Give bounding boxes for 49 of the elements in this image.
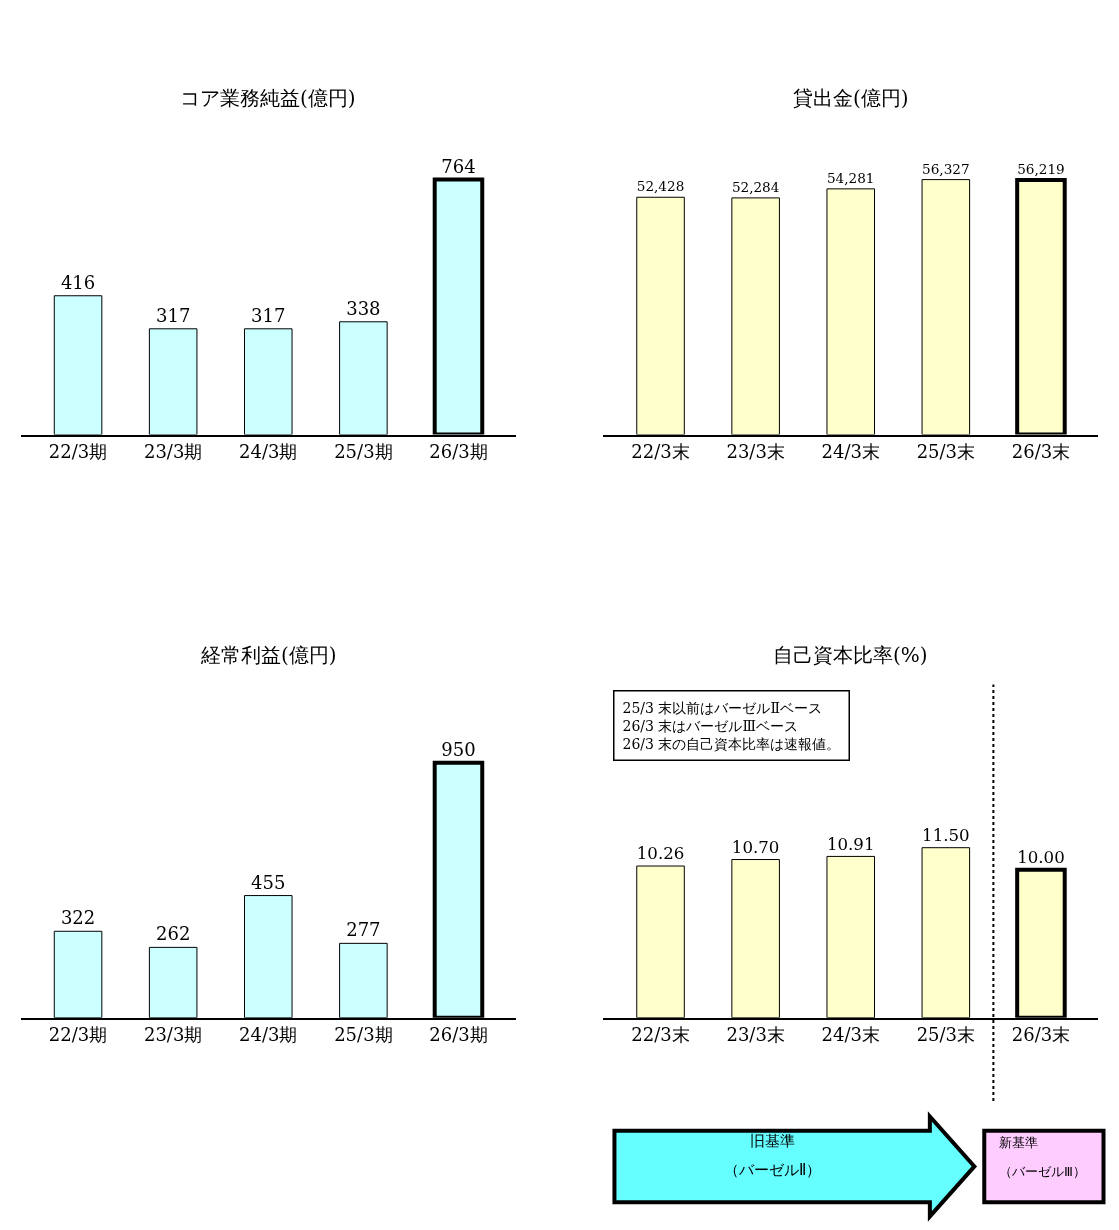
data-label: 52,284: [731, 178, 780, 195]
x-tick-label: 23/3末: [726, 440, 785, 462]
data-label: 322: [60, 907, 96, 929]
x-tick-label: 25/3期: [334, 440, 393, 462]
x-tick-label: 23/3期: [143, 1024, 203, 1046]
data-label: 262: [155, 923, 191, 945]
data-label: 338: [346, 297, 381, 319]
chart-title: 自己資本比率(%): [773, 643, 928, 667]
data-label: 10.91: [826, 834, 875, 854]
data-label: 56,219: [1017, 161, 1065, 178]
x-tick-label: 26/3末: [1011, 1024, 1071, 1046]
x-tick-label: 26/3期: [429, 1024, 488, 1046]
chart-title: コア業務純益(億円): [180, 86, 356, 110]
text: （バーゼルⅡ）: [724, 1161, 822, 1179]
x-tick-label: 24/3期: [239, 440, 298, 462]
text: 25/3 末以前はバーゼルⅡベース 26/3 末はバーゼルⅢベース 26/3 末の自己資本比率は速報値。: [622, 699, 841, 752]
data-label: 54,281: [826, 169, 875, 186]
data-label: 10.70: [731, 837, 780, 857]
x-tick-label: 24/3末: [821, 440, 880, 462]
x-tick-label: 25/3末: [916, 1024, 976, 1046]
x-tick-label: 23/3末: [726, 1024, 785, 1046]
x-tick-label: 26/3末: [1011, 440, 1071, 462]
text: 旧基準: [750, 1132, 795, 1150]
data-label: 56,327: [922, 160, 970, 177]
data-label: 277: [346, 919, 381, 941]
data-label: 10.00: [1017, 848, 1065, 868]
x-tick-label: 22/3期: [48, 440, 108, 462]
x-tick-label: 22/3末: [631, 1024, 690, 1046]
chart-title: 貸出金(億円): [793, 86, 909, 110]
x-tick-label: 26/3期: [429, 440, 488, 462]
text: 新基準: [999, 1135, 1038, 1150]
data-label: 317: [251, 304, 286, 326]
x-tick-label: 22/3期: [48, 1024, 108, 1046]
x-tick-label: 25/3期: [334, 1024, 393, 1046]
x-tick-label: 23/3期: [143, 440, 203, 462]
data-label: 455: [251, 871, 286, 893]
data-label: 950: [441, 738, 476, 760]
data-label: 10.26: [636, 844, 685, 864]
x-tick-label: 25/3末: [916, 440, 976, 462]
data-label: 416: [60, 271, 96, 293]
x-tick-label: 22/3末: [631, 440, 690, 462]
x-tick-label: 24/3期: [239, 1024, 298, 1046]
data-label: 764: [441, 155, 476, 177]
x-tick-label: 24/3末: [821, 1024, 880, 1046]
data-label: 52,428: [636, 178, 685, 195]
data-label: 11.50: [922, 826, 970, 846]
data-label: 317: [155, 304, 191, 326]
chart-title: 経常利益(億円): [200, 643, 337, 667]
text: （バーゼルⅢ）: [999, 1164, 1086, 1179]
